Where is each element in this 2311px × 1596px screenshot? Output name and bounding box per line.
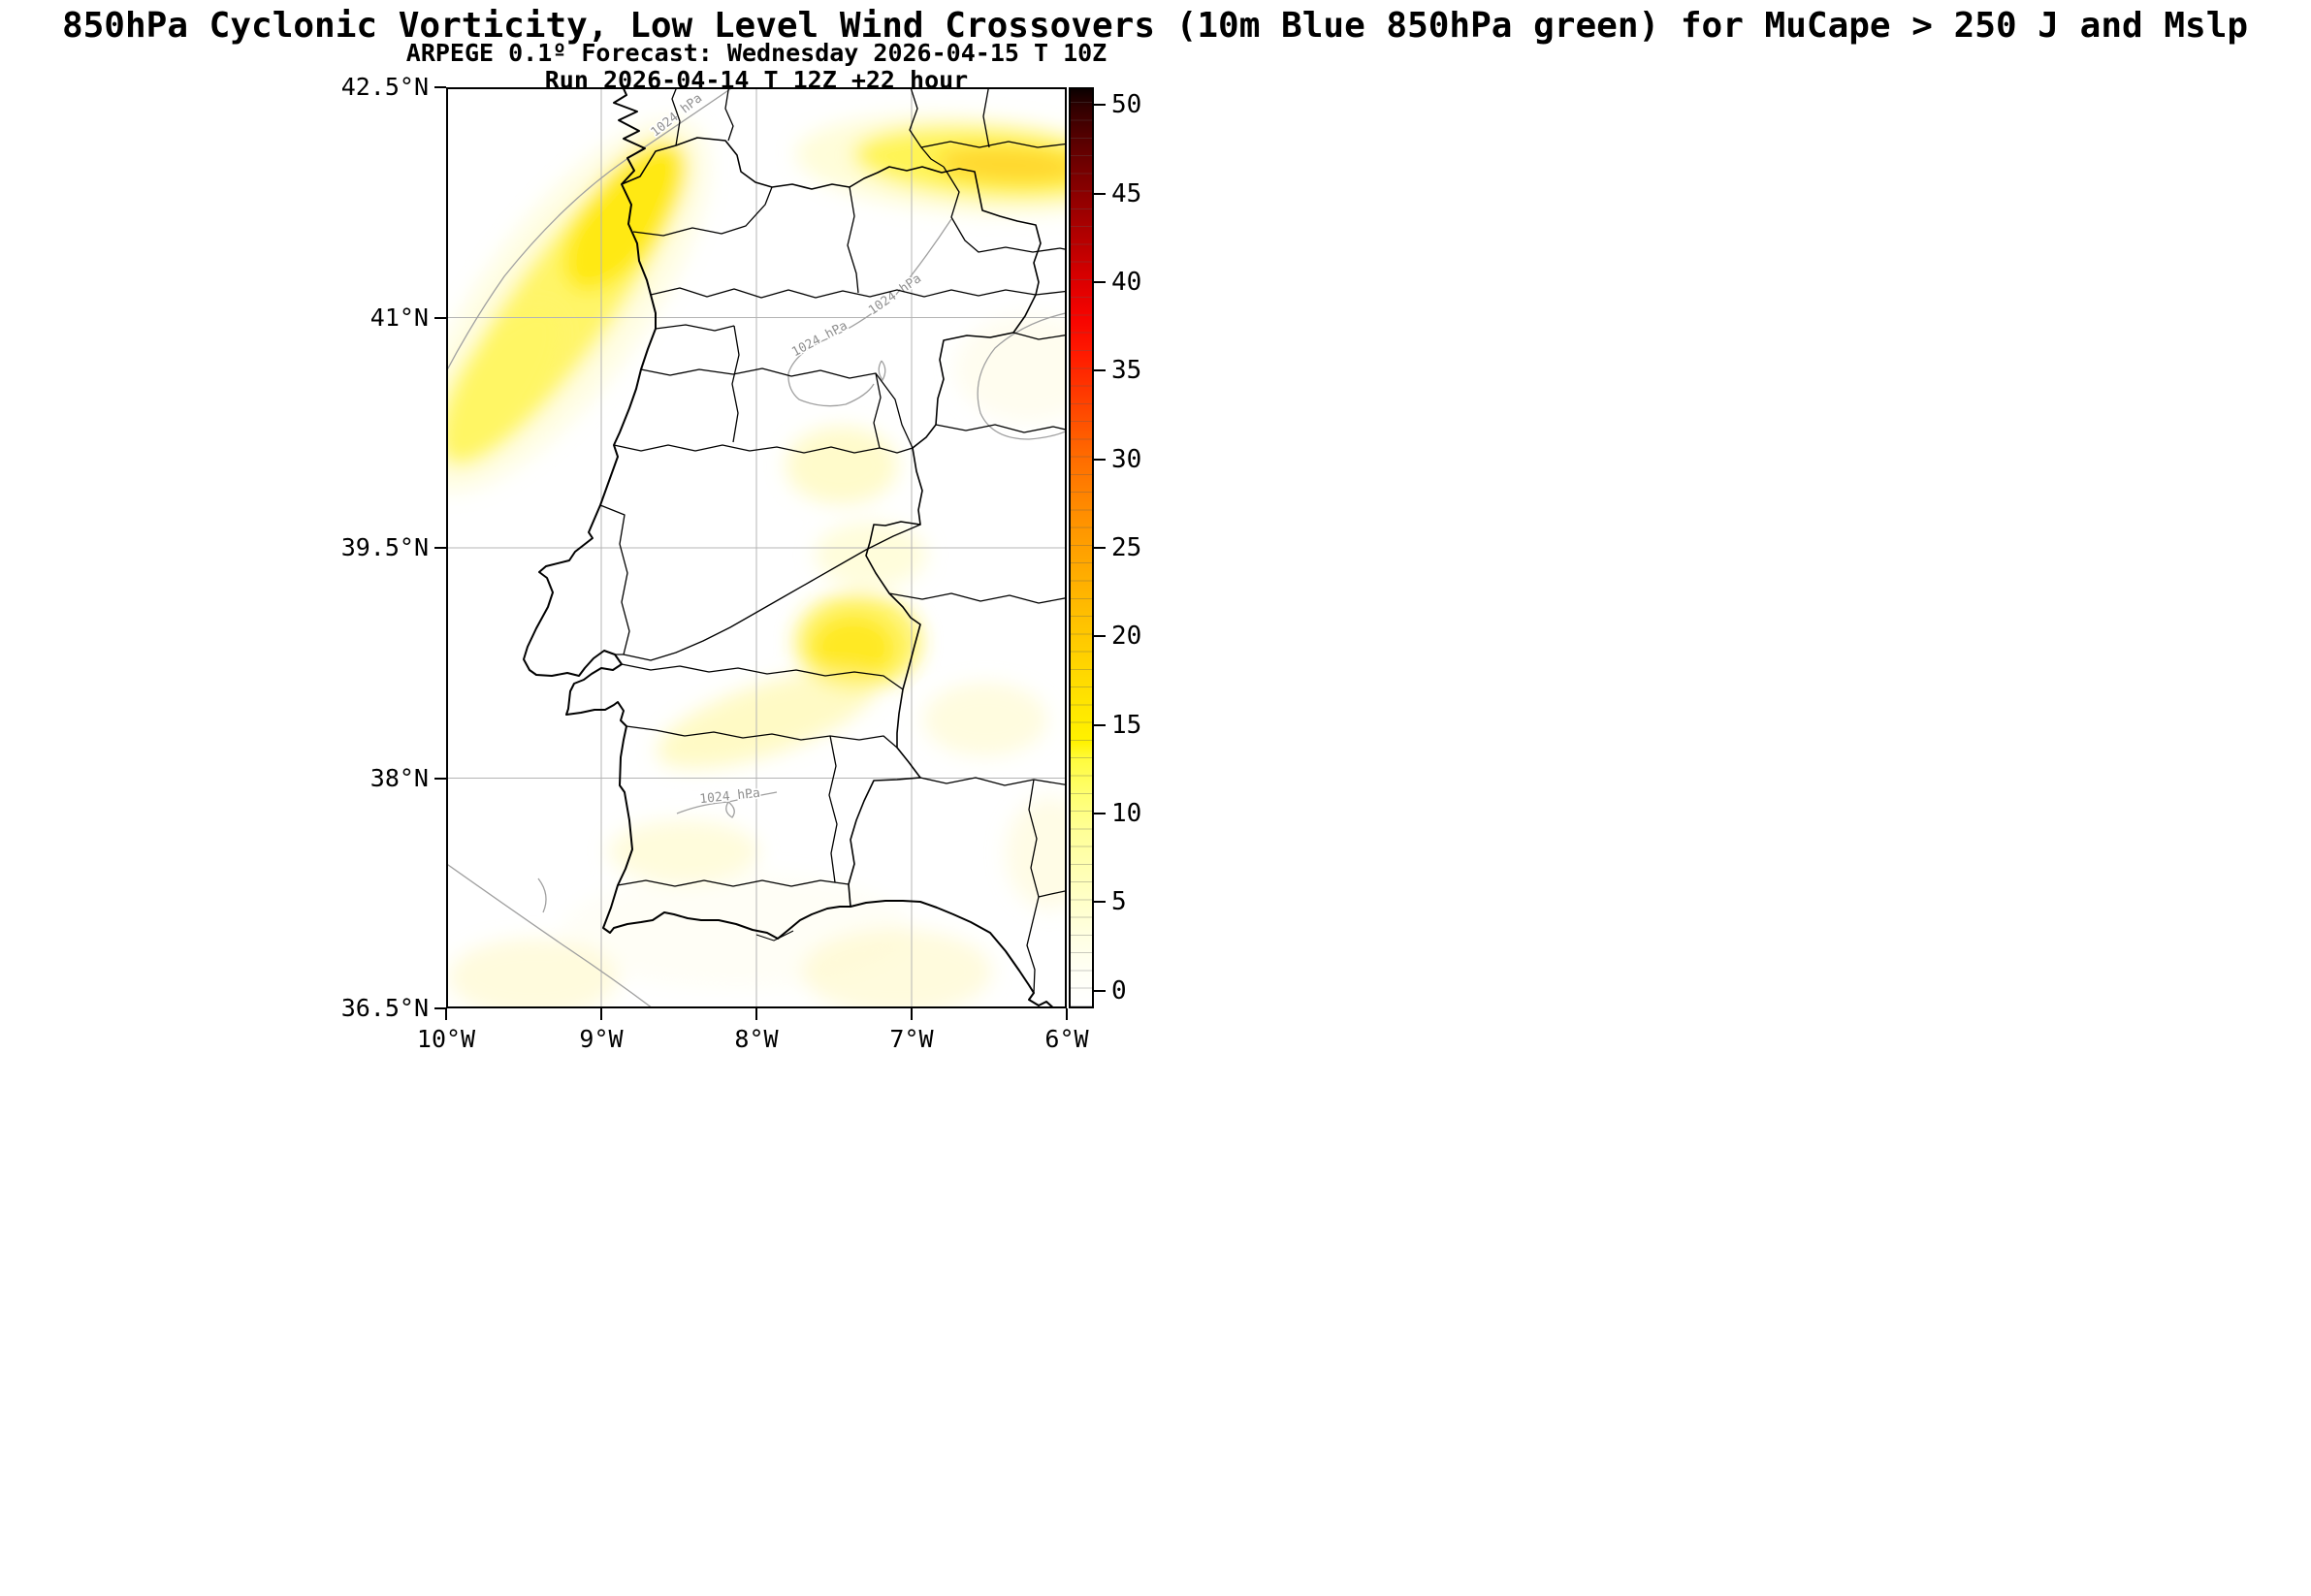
y-axis-tick-label: 38°N — [369, 763, 429, 792]
y-axis-tick — [434, 777, 446, 780]
colorbar-tick — [1094, 813, 1106, 815]
mslp-isobar-contours — [446, 87, 1067, 1008]
colorbar-tick-label: 0 — [1111, 975, 1127, 1005]
x-axis-tick — [755, 1008, 757, 1020]
x-axis-tick — [445, 1008, 447, 1020]
y-axis-tick — [434, 86, 446, 88]
x-axis-tick-label: 8°W — [734, 1025, 779, 1053]
figure-title: 850hPa Cyclonic Vorticity, Low Level Win… — [61, 6, 2249, 46]
isobar-label: 1024 hPa — [789, 319, 850, 361]
map-canvas: 1024 hPa 1024 hPa 1024 hPa 1024 hPa — [446, 87, 1067, 1008]
colorbar-tick-label: 15 — [1111, 710, 1142, 740]
isobar-1024-offshore-north — [446, 87, 734, 373]
isobar-label: 1024 hPa — [699, 786, 761, 807]
colorbar — [1069, 87, 1094, 1008]
y-axis-tick-label: 41°N — [369, 303, 429, 332]
colorbar-tick-label: 30 — [1111, 444, 1142, 474]
forecast-subtitle: ARPEGE 0.1º Forecast: Wednesday 2026-04-… — [405, 39, 1107, 67]
y-axis-tick-label: 36.5°N — [340, 994, 429, 1022]
colorbar-tick-label: 20 — [1111, 622, 1142, 652]
colorbar-tick-label: 5 — [1111, 887, 1127, 917]
y-axis-tick-label: 39.5°N — [340, 533, 429, 561]
colorbar-tick — [1094, 901, 1106, 904]
vorticity-field — [446, 114, 1067, 1008]
district-boundaries — [599, 87, 1067, 994]
y-axis-tick — [434, 547, 446, 549]
colorbar-tick — [1094, 635, 1106, 638]
colorbar-tick-label: 25 — [1111, 533, 1142, 562]
x-axis-tick-label: 6°W — [1044, 1025, 1089, 1053]
colorbar-tick — [1094, 989, 1106, 992]
y-axis-tick — [434, 1007, 446, 1009]
x-axis-tick-label: 7°W — [889, 1025, 934, 1053]
colorbar-tick-label: 10 — [1111, 799, 1142, 829]
y-axis-tick — [434, 316, 446, 319]
colorbar-tick — [1094, 192, 1106, 195]
colorbar-tick — [1094, 280, 1106, 283]
isobar-short-segment — [537, 878, 547, 913]
isobar-offshore-southwest — [446, 862, 655, 1008]
isobar-small-loop — [878, 360, 886, 382]
plot-frame — [446, 87, 1067, 1008]
colorbar-tick-label: 45 — [1111, 178, 1142, 208]
isobar-1024-east — [977, 312, 1067, 440]
colorbar-tick-label: 50 — [1111, 90, 1142, 120]
map-plot-area: 1024 hPa 1024 hPa 1024 hPa 1024 hPa — [446, 87, 1067, 1008]
y-axis-tick-label: 42.5°N — [340, 73, 429, 101]
x-axis-tick-label: 10°W — [416, 1025, 476, 1053]
colorbar-tick-label: 35 — [1111, 356, 1142, 386]
graticule-grid — [446, 87, 1067, 1008]
country-border — [621, 137, 1042, 908]
colorbar-tick — [1094, 723, 1106, 726]
x-axis-tick-label: 9°W — [579, 1025, 624, 1053]
colorbar-tick-label: 40 — [1111, 267, 1142, 297]
colorbar-tick — [1094, 369, 1106, 372]
isobar-south-loop — [725, 801, 735, 818]
colorbar-tick — [1094, 547, 1106, 549]
coastline — [523, 87, 1056, 1008]
x-axis-tick — [1066, 1008, 1068, 1020]
colorbar-step-lines — [1071, 89, 1092, 1006]
x-axis-tick — [600, 1008, 602, 1020]
x-axis-tick — [911, 1008, 913, 1020]
colorbar-tick — [1094, 104, 1106, 107]
colorbar-tick — [1094, 458, 1106, 461]
isobar-1024-inland — [787, 218, 952, 407]
